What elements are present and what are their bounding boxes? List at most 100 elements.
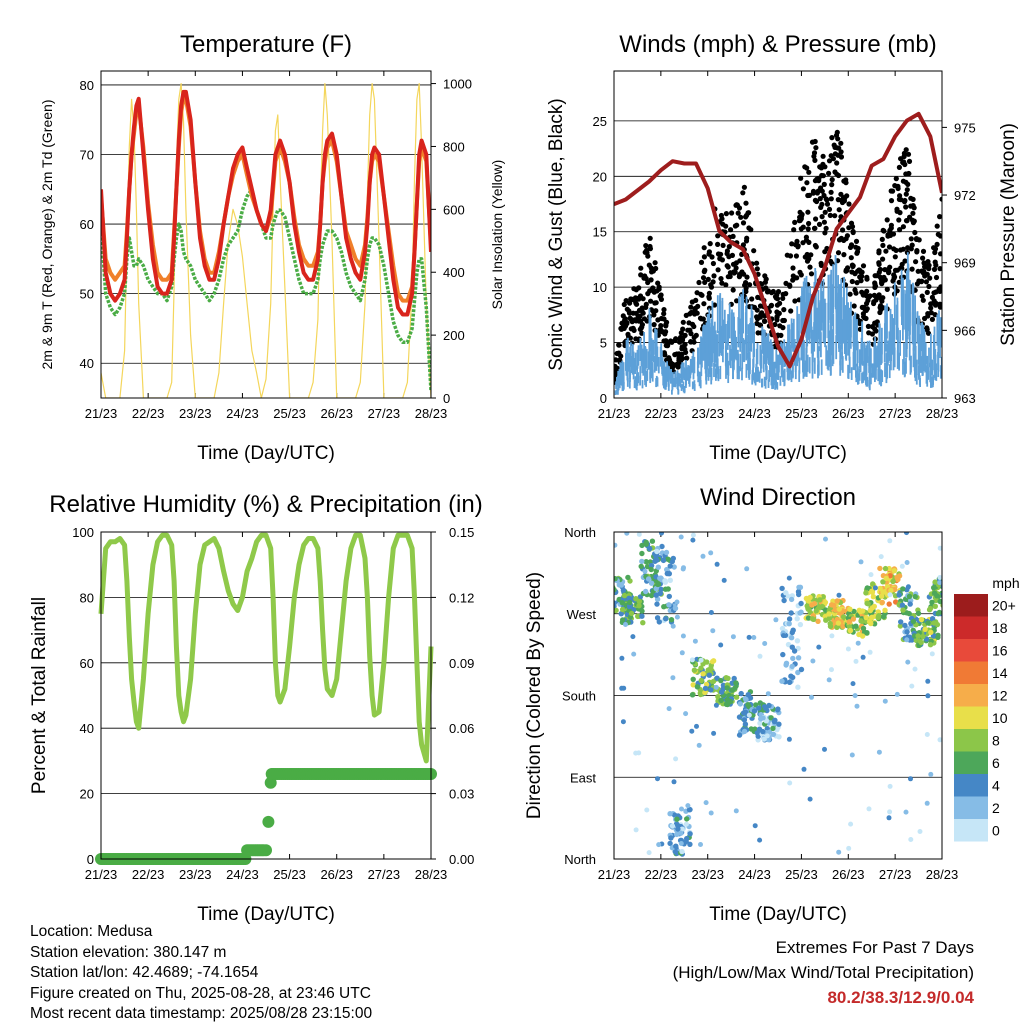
wind-point bbox=[747, 324, 750, 353]
gust-point bbox=[738, 214, 744, 220]
direction-point bbox=[864, 630, 870, 636]
wind-point bbox=[767, 342, 770, 364]
direction-point bbox=[826, 615, 833, 622]
x-tick-label: 25/23 bbox=[785, 867, 818, 882]
direction-point bbox=[614, 607, 619, 614]
wind-point bbox=[858, 368, 861, 381]
wind-point bbox=[772, 380, 774, 389]
gust-point bbox=[768, 302, 775, 308]
figure-created: Figure created on Thu, 2025-08-28, at 23… bbox=[30, 984, 371, 1002]
gust-point bbox=[872, 283, 879, 289]
gust-point bbox=[903, 147, 909, 153]
x-tick-label: 21/23 bbox=[85, 406, 118, 421]
direction-point bbox=[686, 807, 693, 813]
gust-point bbox=[670, 361, 676, 367]
direction-point bbox=[817, 597, 823, 603]
gust-point bbox=[871, 292, 878, 298]
wind-point bbox=[841, 356, 844, 373]
wind-point bbox=[878, 344, 880, 365]
wind-point bbox=[664, 382, 666, 390]
wind-point bbox=[864, 364, 867, 379]
wind-point bbox=[922, 360, 924, 376]
direction-point bbox=[643, 588, 649, 595]
direction-point bbox=[647, 545, 653, 552]
gust-point bbox=[829, 177, 835, 183]
gust-point bbox=[618, 326, 625, 332]
direction-point bbox=[886, 815, 892, 821]
gust-point bbox=[884, 217, 890, 223]
wind-point bbox=[937, 330, 940, 356]
wind-point bbox=[811, 365, 814, 379]
wind-point bbox=[622, 382, 625, 390]
direction-point bbox=[858, 618, 864, 624]
x-tick-label: 27/23 bbox=[368, 867, 401, 882]
direction-point bbox=[795, 684, 801, 690]
gust-point bbox=[701, 254, 708, 260]
wind-point bbox=[767, 379, 770, 388]
wind-point bbox=[893, 282, 896, 325]
wind-point bbox=[619, 363, 622, 378]
direction-point bbox=[689, 657, 695, 663]
wind-point bbox=[629, 345, 632, 367]
direction-point bbox=[788, 596, 795, 603]
gust-point bbox=[726, 244, 732, 250]
direction-point bbox=[636, 532, 642, 537]
plot-area bbox=[95, 532, 437, 865]
gust-point bbox=[789, 241, 795, 247]
gust-point bbox=[706, 305, 713, 311]
gust-point bbox=[777, 323, 783, 329]
wind-point bbox=[753, 331, 755, 357]
gust-point bbox=[838, 235, 845, 241]
gust-point bbox=[724, 248, 731, 254]
wind-point bbox=[832, 264, 835, 314]
gust-point bbox=[636, 296, 642, 302]
wind-point bbox=[748, 353, 750, 371]
direction-point bbox=[855, 640, 861, 646]
gust-point bbox=[860, 263, 867, 269]
direction-point bbox=[931, 620, 937, 626]
wind-point bbox=[656, 346, 659, 367]
wind-point bbox=[666, 361, 668, 377]
recent-timestamp: Most recent data timestamp: 2025/08/28 2… bbox=[30, 1005, 373, 1022]
wind-point bbox=[664, 371, 666, 384]
gust-point bbox=[920, 255, 926, 261]
wind-point bbox=[682, 381, 685, 390]
gust-point bbox=[700, 275, 707, 281]
gust-point bbox=[827, 212, 833, 218]
wind-point bbox=[934, 354, 937, 372]
wind-point bbox=[850, 367, 853, 380]
direction-point bbox=[740, 710, 747, 716]
colorbar-tick-label: 2 bbox=[992, 800, 1000, 816]
gust-point bbox=[880, 256, 886, 262]
wind-point bbox=[710, 320, 713, 350]
direction-point bbox=[718, 642, 724, 648]
wind-point bbox=[829, 353, 832, 371]
wind-point bbox=[919, 334, 922, 359]
direction-point bbox=[790, 674, 796, 681]
wind-point bbox=[716, 295, 719, 334]
gust-point bbox=[682, 346, 688, 352]
direction-point bbox=[815, 618, 821, 624]
direction-point bbox=[665, 556, 671, 562]
x-tick-label: 26/23 bbox=[320, 867, 353, 882]
gust-point bbox=[651, 322, 657, 328]
direction-point bbox=[623, 622, 628, 627]
gust-point bbox=[734, 298, 740, 304]
wind-point bbox=[786, 366, 789, 380]
chart-title: Winds (mph) & Pressure (mb) bbox=[619, 31, 936, 58]
gust-point bbox=[865, 297, 871, 304]
direction-point bbox=[809, 616, 816, 622]
direction-point bbox=[675, 822, 681, 829]
gust-point bbox=[638, 318, 644, 324]
series-2m-td bbox=[101, 187, 431, 392]
gust-point bbox=[857, 320, 863, 327]
wind-point bbox=[868, 343, 871, 365]
gust-point bbox=[892, 254, 898, 260]
direction-point bbox=[943, 587, 948, 592]
direction-point bbox=[746, 712, 752, 718]
direction-point bbox=[826, 677, 832, 683]
wind-point bbox=[738, 296, 740, 334]
wind-point bbox=[929, 370, 932, 383]
direction-point bbox=[679, 848, 685, 855]
gust-point bbox=[706, 295, 712, 301]
